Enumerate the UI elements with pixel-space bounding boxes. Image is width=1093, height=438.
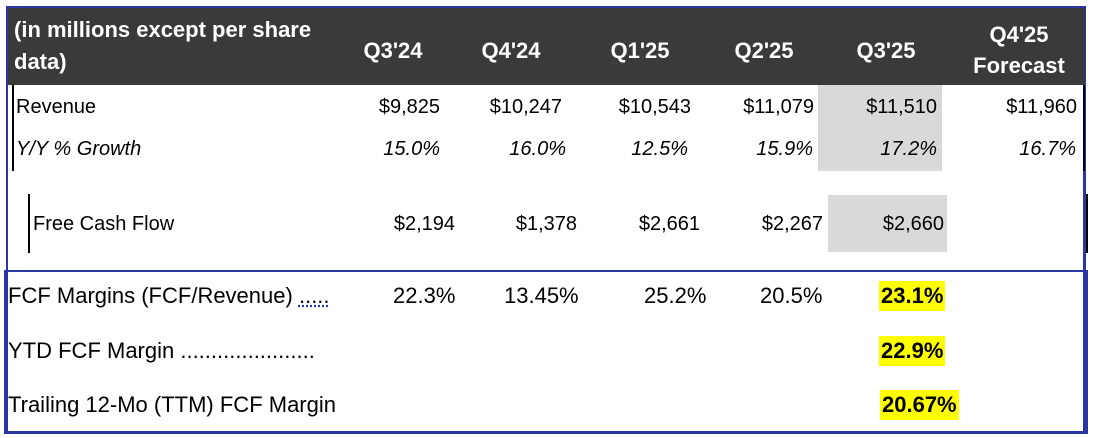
fcf-q4-24: $1,378 xyxy=(515,213,577,235)
table-header: (in millions except per share data) Q3'2… xyxy=(8,8,1085,85)
header-q2-25: Q2'25 xyxy=(734,38,794,63)
revenue-q2-25: $11,079 xyxy=(743,96,814,118)
fcf-margin-q3-25-highlight: 23.1% xyxy=(879,281,946,311)
header-q1-25: Q1'25 xyxy=(610,38,670,63)
fcf-margin-q3-24: 22.3% xyxy=(393,283,456,308)
fcf-label: Free Cash Flow xyxy=(33,213,175,235)
revenue-q4-24: $10,247 xyxy=(489,96,562,118)
revenue-q3-24: $9,825 xyxy=(378,96,440,118)
header-units-label: (in millions except per share data) xyxy=(14,17,312,74)
table-right-border xyxy=(1083,85,1085,171)
growth-label: Y/Y % Growth xyxy=(16,138,142,160)
fcf-margin-dots: ..... xyxy=(298,283,330,308)
growth-q2-25: 15.9% xyxy=(756,138,813,160)
q3-25-shading xyxy=(818,85,942,171)
revenue-q3-25: $11,510 xyxy=(866,96,937,118)
ttm-margin-highlight: 20.67% xyxy=(880,390,959,420)
fcf-q3-25: $2,660 xyxy=(882,213,944,235)
header-q4-25-forecast: Q4'25 Forecast xyxy=(964,19,1074,81)
margins-box xyxy=(4,270,1088,434)
fcf-margin-q1-25: 25.2% xyxy=(644,283,707,308)
fcf-right-border xyxy=(1086,194,1088,253)
fcf-margin-label-group: FCF Margins (FCF/Revenue) ..... xyxy=(8,283,330,309)
header-q4-24: Q4'24 xyxy=(481,38,541,63)
fcf-left-border xyxy=(28,194,30,253)
growth-q1-25: 12.5% xyxy=(631,138,688,160)
revenue-q4-25: $11,960 xyxy=(1006,96,1077,118)
fcf-q3-25-shading xyxy=(828,195,947,252)
ttm-margin-label: Trailing 12-Mo (TTM) FCF Margin xyxy=(8,392,336,417)
header-forecast-quarter: Q4'25 xyxy=(989,22,1049,47)
fcf-q1-25: $2,661 xyxy=(638,213,700,235)
ytd-margin-label: YTD FCF Margin ...................... xyxy=(8,338,315,363)
fcf-margin-q4-24: 13.45% xyxy=(504,283,579,308)
revenue-label: Revenue xyxy=(16,96,97,118)
growth-q4-25: 16.7% xyxy=(1019,138,1076,160)
growth-q3-25: 17.2% xyxy=(880,138,937,160)
header-forecast-word: Forecast xyxy=(973,53,1065,78)
header-q3-25: Q3'25 xyxy=(856,38,916,63)
growth-q3-24: 15.0% xyxy=(383,138,440,160)
table-left-border xyxy=(12,85,14,171)
revenue-q1-25: $10,543 xyxy=(618,96,691,118)
fcf-margin-label: FCF Margins (FCF/Revenue) xyxy=(8,283,293,308)
header-q3-24: Q3'24 xyxy=(363,38,423,63)
fcf-q3-24: $2,194 xyxy=(393,213,455,235)
growth-q4-24: 16.0% xyxy=(509,138,566,160)
ytd-margin-highlight: 22.9% xyxy=(879,336,946,366)
fcf-q2-25: $2,267 xyxy=(761,213,823,235)
fcf-margin-q2-25: 20.5% xyxy=(760,283,823,308)
